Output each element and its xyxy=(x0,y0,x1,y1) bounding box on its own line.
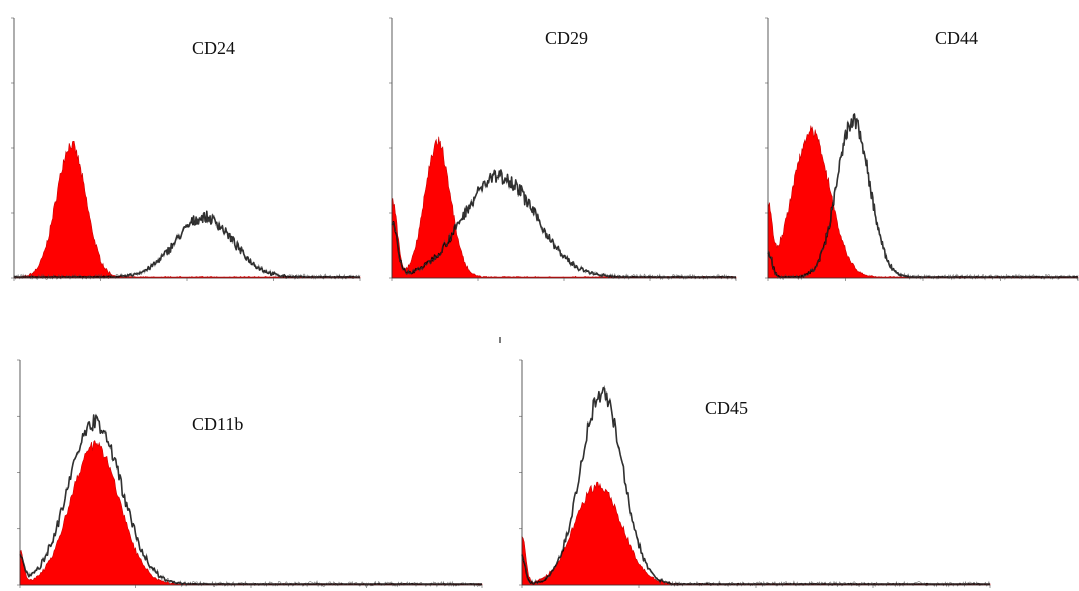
isotype-control-histogram xyxy=(767,125,1079,279)
isotype-control-histogram xyxy=(13,141,361,279)
panel-title-cd44: CD44 xyxy=(935,28,978,48)
isotype-control-histogram xyxy=(521,481,991,586)
histogram-panel-cd44 xyxy=(765,17,1079,281)
panel-title-cd29: CD29 xyxy=(545,28,588,48)
panel-title-cd11b: CD11b xyxy=(192,414,243,434)
panel-title-cd45: CD45 xyxy=(705,398,748,418)
marker-histogram-line xyxy=(521,386,991,585)
marker-histogram-line xyxy=(19,414,482,585)
marker-histogram-noise xyxy=(13,211,361,280)
isotype-control-histogram xyxy=(19,440,483,586)
histogram-panels xyxy=(11,17,1079,588)
histogram-panel-cd24 xyxy=(11,17,361,281)
histogram-panel-cd11b xyxy=(17,359,483,588)
histogram-panel-cd29 xyxy=(389,17,737,281)
marker-histogram-noise xyxy=(767,115,1079,281)
panel-title-cd24: CD24 xyxy=(192,38,235,58)
marker-histogram-noise xyxy=(391,169,737,281)
histogram-panel-cd45 xyxy=(519,359,991,588)
